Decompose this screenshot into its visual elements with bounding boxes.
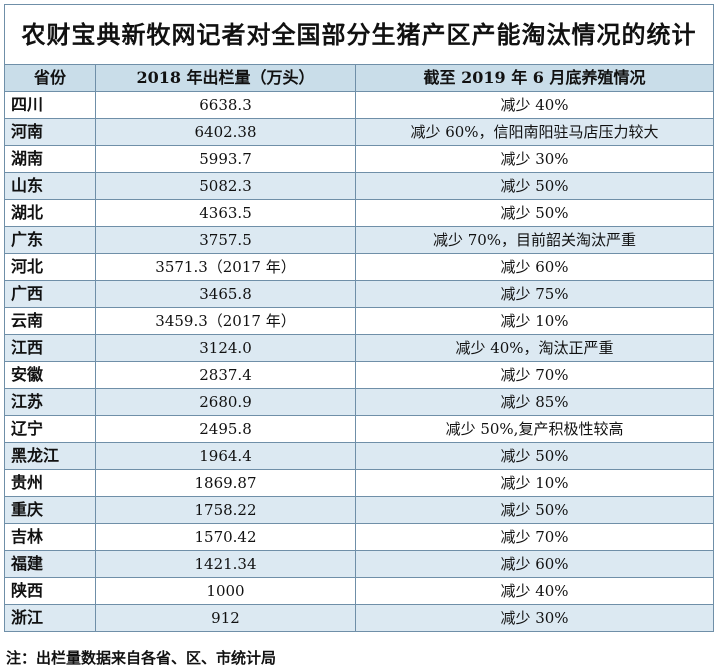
table-row: 广东 3757.5 减少 70%，目前韶关淘汰严重: [4, 226, 715, 254]
output-cell: 3465.8: [95, 280, 356, 308]
status-cell: 减少 30%: [354, 145, 715, 173]
table-row: 吉林 1570.42 减少 70%: [4, 523, 715, 551]
table-row: 山东 5082.3 减少 50%: [4, 172, 715, 200]
status-cell: 减少 60%，信阳南阳驻马店压力较大: [354, 118, 715, 146]
province-cell: 河南: [4, 118, 96, 146]
province-cell: 江西: [4, 334, 96, 362]
table-row: 黑龙江 1964.4 减少 50%: [4, 442, 715, 470]
output-cell: 912: [95, 604, 356, 632]
status-cell: 减少 50%: [354, 496, 715, 524]
province-cell: 陕西: [4, 577, 96, 605]
province-cell: 四川: [4, 91, 96, 119]
header-status: 截至 2019 年 6 月底养殖情况: [354, 64, 715, 92]
output-cell: 2680.9: [95, 388, 356, 416]
status-cell: 减少 70%: [354, 361, 715, 389]
table-row: 湖南 5993.7 减少 30%: [4, 145, 715, 173]
province-cell: 吉林: [4, 523, 96, 551]
province-cell: 福建: [4, 550, 96, 578]
output-cell: 2837.4: [95, 361, 356, 389]
table-row: 江苏 2680.9 减少 85%: [4, 388, 715, 416]
title-row: 农财宝典新牧网记者对全国部分生猪产区产能淘汰情况的统计: [3, 4, 715, 65]
table-row: 福建 1421.34 减少 60%: [4, 550, 715, 578]
status-cell: 减少 40%: [354, 91, 715, 119]
province-cell: 湖北: [4, 199, 96, 227]
output-cell: 3124.0: [95, 334, 356, 362]
output-cell: 1421.34: [95, 550, 356, 578]
table-row: 河北 3571.3（2017 年） 减少 60%: [4, 253, 715, 281]
status-cell: 减少 30%: [354, 604, 715, 632]
province-cell: 江苏: [4, 388, 96, 416]
output-cell: 3757.5: [95, 226, 356, 254]
status-cell: 减少 50%: [354, 442, 715, 470]
table-row: 四川 6638.3 减少 40%: [4, 91, 715, 119]
status-cell: 减少 40%: [354, 577, 715, 605]
output-cell: 1758.22: [95, 496, 356, 524]
output-cell: 2495.8: [95, 415, 356, 443]
output-cell: 1570.42: [95, 523, 356, 551]
status-cell: 减少 40%，淘汰正严重: [354, 334, 715, 362]
table-row: 云南 3459.3（2017 年） 减少 10%: [4, 307, 715, 335]
table-row: 湖北 4363.5 减少 50%: [4, 199, 715, 227]
status-cell: 减少 70%，目前韶关淘汰严重: [354, 226, 715, 254]
province-cell: 黑龙江: [4, 442, 96, 470]
province-cell: 广东: [4, 226, 96, 254]
status-cell: 减少 85%: [354, 388, 715, 416]
header-row: 省份 2018 年出栏量（万头） 截至 2019 年 6 月底养殖情况: [4, 64, 715, 92]
province-cell: 安徽: [4, 361, 96, 389]
province-cell: 贵州: [4, 469, 96, 497]
table-title: 农财宝典新牧网记者对全国部分生猪产区产能淘汰情况的统计: [3, 4, 715, 65]
statistics-table-container: 农财宝典新牧网记者对全国部分生猪产区产能淘汰情况的统计 省份 2018 年出栏量…: [3, 4, 715, 632]
output-cell: 3571.3（2017 年）: [95, 253, 356, 281]
table-row: 安徽 2837.4 减少 70%: [4, 361, 715, 389]
output-cell: 1869.87: [95, 469, 356, 497]
province-cell: 湖南: [4, 145, 96, 173]
status-cell: 减少 10%: [354, 469, 715, 497]
province-cell: 浙江: [4, 604, 96, 632]
output-cell: 3459.3（2017 年）: [95, 307, 356, 335]
table-row: 广西 3465.8 减少 75%: [4, 280, 715, 308]
province-cell: 广西: [4, 280, 96, 308]
status-cell: 减少 60%: [354, 253, 715, 281]
output-cell: 1964.4: [95, 442, 356, 470]
header-output: 2018 年出栏量（万头）: [95, 64, 356, 92]
province-cell: 河北: [4, 253, 96, 281]
status-cell: 减少 70%: [354, 523, 715, 551]
output-cell: 1000: [95, 577, 356, 605]
output-cell: 4363.5: [95, 199, 356, 227]
output-cell: 6402.38: [95, 118, 356, 146]
table-row: 贵州 1869.87 减少 10%: [4, 469, 715, 497]
table-row: 河南 6402.38 减少 60%，信阳南阳驻马店压力较大: [4, 118, 715, 146]
status-cell: 减少 50%: [354, 172, 715, 200]
province-cell: 山东: [4, 172, 96, 200]
output-cell: 5082.3: [95, 172, 356, 200]
footnote: 注：出栏量数据来自各省、区、市统计局: [6, 649, 277, 667]
province-cell: 重庆: [4, 496, 96, 524]
output-cell: 5993.7: [95, 145, 356, 173]
statistics-table: 农财宝典新牧网记者对全国部分生猪产区产能淘汰情况的统计 省份 2018 年出栏量…: [3, 4, 715, 632]
output-cell: 6638.3: [95, 91, 356, 119]
status-cell: 减少 75%: [354, 280, 715, 308]
status-cell: 减少 50%: [354, 199, 715, 227]
table-row: 陕西 1000 减少 40%: [4, 577, 715, 605]
status-cell: 减少 50%,复产积极性较高: [354, 415, 715, 443]
table-row: 重庆 1758.22 减少 50%: [4, 496, 715, 524]
table-row: 辽宁 2495.8 减少 50%,复产积极性较高: [4, 415, 715, 443]
status-cell: 减少 10%: [354, 307, 715, 335]
province-cell: 辽宁: [4, 415, 96, 443]
status-cell: 减少 60%: [354, 550, 715, 578]
province-cell: 云南: [4, 307, 96, 335]
header-province: 省份: [4, 64, 96, 92]
table-row: 江西 3124.0 减少 40%，淘汰正严重: [4, 334, 715, 362]
table-row: 浙江 912 减少 30%: [4, 604, 715, 632]
